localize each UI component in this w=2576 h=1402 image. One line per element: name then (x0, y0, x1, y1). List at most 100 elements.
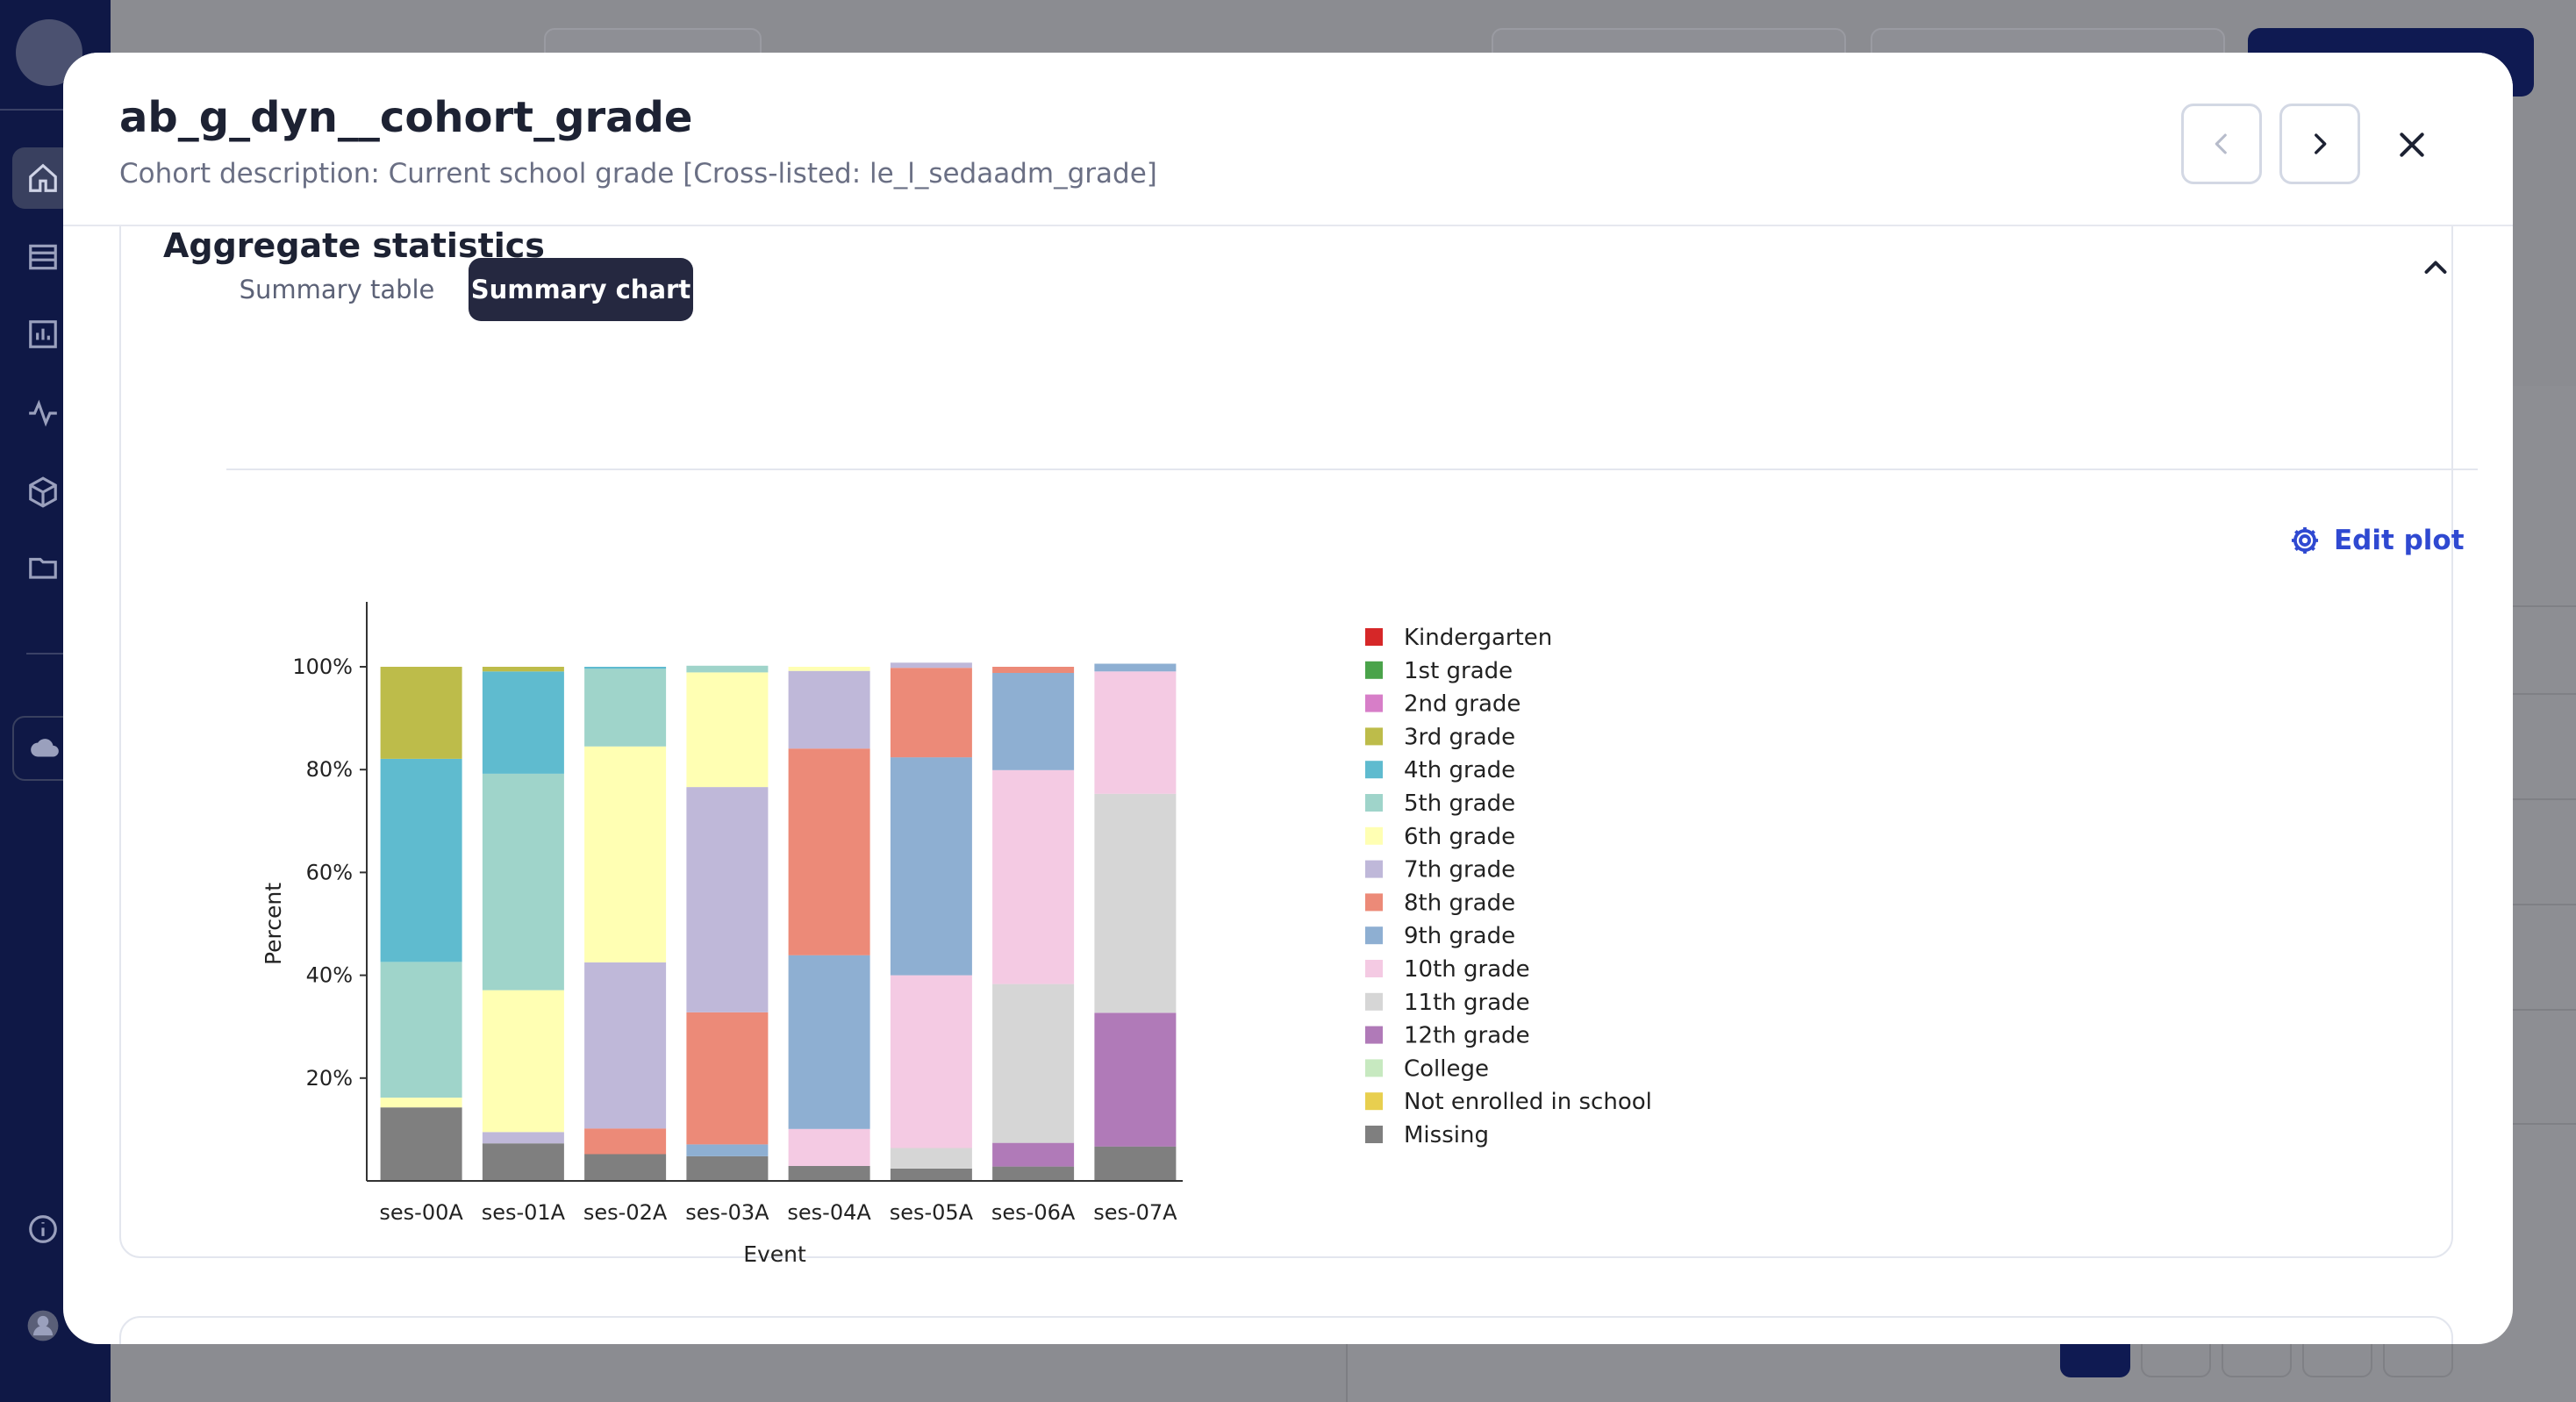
legend-swatch (1365, 960, 1383, 977)
x-tick-label: ses-03A (685, 1200, 769, 1225)
legend-swatch (1365, 826, 1383, 845)
x-tick-label: ses-05A (890, 1200, 974, 1225)
legend-swatch (1365, 694, 1383, 712)
bar-segment (788, 1166, 870, 1181)
x-tick-label: ses-04A (787, 1200, 871, 1225)
chevron-right-icon (2315, 133, 2327, 154)
bar-segment (788, 748, 870, 955)
bar-segment (890, 662, 972, 669)
bar-segment (380, 1107, 462, 1181)
bar-segment (890, 975, 972, 1148)
y-tick-label: 40% (306, 963, 353, 988)
y-axis-label: Percent (261, 883, 286, 965)
y-tick-label: 100% (292, 655, 353, 679)
legend-swatch (1365, 628, 1383, 646)
bar-segment (686, 787, 769, 1012)
bar-segment (1094, 1146, 1177, 1181)
y-tick-label: 20% (306, 1066, 353, 1091)
previous-button[interactable] (2181, 104, 2262, 184)
x-axis-label: Event (743, 1241, 806, 1267)
bar-segment (686, 672, 769, 788)
y-tick-label: 60% (306, 860, 353, 884)
activity-icon[interactable] (12, 383, 74, 444)
tab-summary-table[interactable]: Summary table (239, 275, 435, 304)
bar-segment (992, 769, 1075, 984)
legend-swatch (1365, 1126, 1383, 1143)
legend-label: College (1404, 1055, 1489, 1082)
close-icon (2400, 132, 2424, 157)
legend-swatch (1365, 893, 1383, 912)
bar-segment (380, 667, 462, 759)
x-tick-label: ses-00A (379, 1200, 463, 1225)
legend-label: 7th grade (1404, 857, 1515, 883)
bar-segment (584, 669, 667, 747)
bar-segment (584, 962, 667, 1129)
legend-label: 12th grade (1404, 1023, 1530, 1049)
legend-swatch (1365, 661, 1383, 679)
bar-segment (1094, 671, 1177, 794)
table-icon[interactable] (12, 226, 74, 288)
legend-label: 10th grade (1404, 956, 1530, 983)
x-tick-label: ses-06A (991, 1200, 1076, 1225)
bar-segment (890, 757, 972, 976)
info-icon[interactable] (12, 1198, 74, 1260)
sidebar-divider (0, 109, 111, 111)
bar-segment (1094, 663, 1177, 672)
bar-segment (686, 1144, 769, 1156)
tab-divider (226, 469, 2478, 470)
legend-swatch (1365, 1059, 1383, 1077)
bar-segment (584, 1128, 667, 1155)
legend-label: Missing (1404, 1122, 1489, 1148)
bar-segment (992, 673, 1075, 770)
bar-segment (992, 1166, 1075, 1181)
bar-segment (380, 962, 462, 1098)
bar-segment (584, 746, 667, 962)
bar-segment (788, 670, 870, 749)
user-avatar-icon[interactable] (12, 1295, 74, 1356)
stacked-bar-chart: ses-00A ses-01A ses-02A ses-03A ses-04A ses-0… (261, 602, 1652, 1267)
bar-segment (890, 668, 972, 758)
legend-swatch (1365, 1026, 1383, 1044)
chevron-left-icon (2215, 133, 2227, 154)
cohort-description: Cohort description: Current school grade… (119, 158, 1157, 190)
legend-swatch (1365, 860, 1383, 878)
bar-segment (992, 1142, 1075, 1167)
edit-plot-button[interactable]: Edit plot (2288, 521, 2465, 560)
y-tick-label: 80% (306, 757, 353, 782)
bar-segment (380, 758, 462, 962)
legend-label: 4th grade (1404, 757, 1515, 783)
legend-swatch (1365, 727, 1383, 746)
next-button[interactable] (2279, 104, 2360, 184)
legend-label: 2nd grade (1404, 691, 1521, 718)
bar-segment (584, 667, 667, 669)
bar-segment (482, 1132, 564, 1144)
bar-segment (788, 1128, 870, 1166)
close-button[interactable] (2390, 123, 2434, 167)
folder-icon[interactable] (12, 537, 74, 598)
legend-label: 6th grade (1404, 824, 1515, 850)
bar-segment (686, 1012, 769, 1145)
bar-segment (686, 665, 769, 673)
chevron-up-icon[interactable] (2420, 251, 2451, 283)
modal-header: ab_g_dyn__cohort_grade Cohort descriptio… (63, 53, 2513, 226)
bar-segment (584, 1154, 667, 1181)
bar-segment (788, 667, 870, 671)
bar-segment (890, 1168, 972, 1181)
legend-label: 3rd grade (1404, 724, 1515, 750)
legend-swatch (1365, 926, 1383, 945)
legend-label: 11th grade (1404, 990, 1530, 1016)
tab-summary-chart[interactable]: Summary chart (469, 258, 693, 321)
chart-icon[interactable] (12, 304, 74, 365)
cube-icon[interactable] (12, 461, 74, 523)
bar-segment (1094, 1012, 1177, 1147)
legend-label: 5th grade (1404, 790, 1515, 817)
legend-label: 9th grade (1404, 923, 1515, 949)
edit-plot-label: Edit plot (2334, 525, 2465, 556)
legend-swatch (1365, 794, 1383, 812)
x-tick-label: ses-01A (482, 1200, 566, 1225)
bar-segment (482, 667, 564, 672)
bar-segment (1094, 793, 1177, 1013)
bar-segment (788, 955, 870, 1129)
bar-segment (482, 773, 564, 991)
legend-label: Kindergarten (1404, 625, 1552, 651)
